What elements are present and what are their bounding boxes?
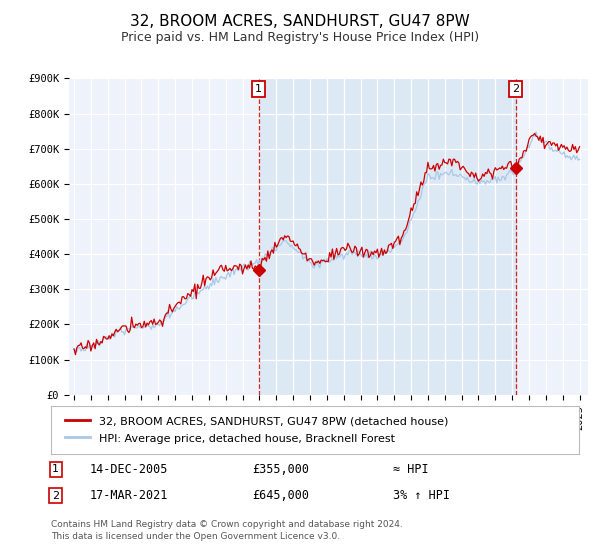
- Text: 17-MAR-2021: 17-MAR-2021: [90, 489, 169, 502]
- Text: 32, BROOM ACRES, SANDHURST, GU47 8PW: 32, BROOM ACRES, SANDHURST, GU47 8PW: [130, 14, 470, 29]
- Text: £645,000: £645,000: [252, 489, 309, 502]
- Text: Contains HM Land Registry data © Crown copyright and database right 2024.
This d: Contains HM Land Registry data © Crown c…: [51, 520, 403, 541]
- Text: 2: 2: [512, 84, 519, 94]
- Text: Price paid vs. HM Land Registry's House Price Index (HPI): Price paid vs. HM Land Registry's House …: [121, 31, 479, 44]
- Text: 3% ↑ HPI: 3% ↑ HPI: [393, 489, 450, 502]
- Text: 14-DEC-2005: 14-DEC-2005: [90, 463, 169, 476]
- Text: £355,000: £355,000: [252, 463, 309, 476]
- Legend: 32, BROOM ACRES, SANDHURST, GU47 8PW (detached house), HPI: Average price, detac: 32, BROOM ACRES, SANDHURST, GU47 8PW (de…: [62, 413, 451, 447]
- Text: ≈ HPI: ≈ HPI: [393, 463, 428, 476]
- Text: 2: 2: [52, 491, 59, 501]
- Text: 1: 1: [52, 464, 59, 474]
- Text: 1: 1: [255, 84, 262, 94]
- Bar: [259, 78, 516, 395]
